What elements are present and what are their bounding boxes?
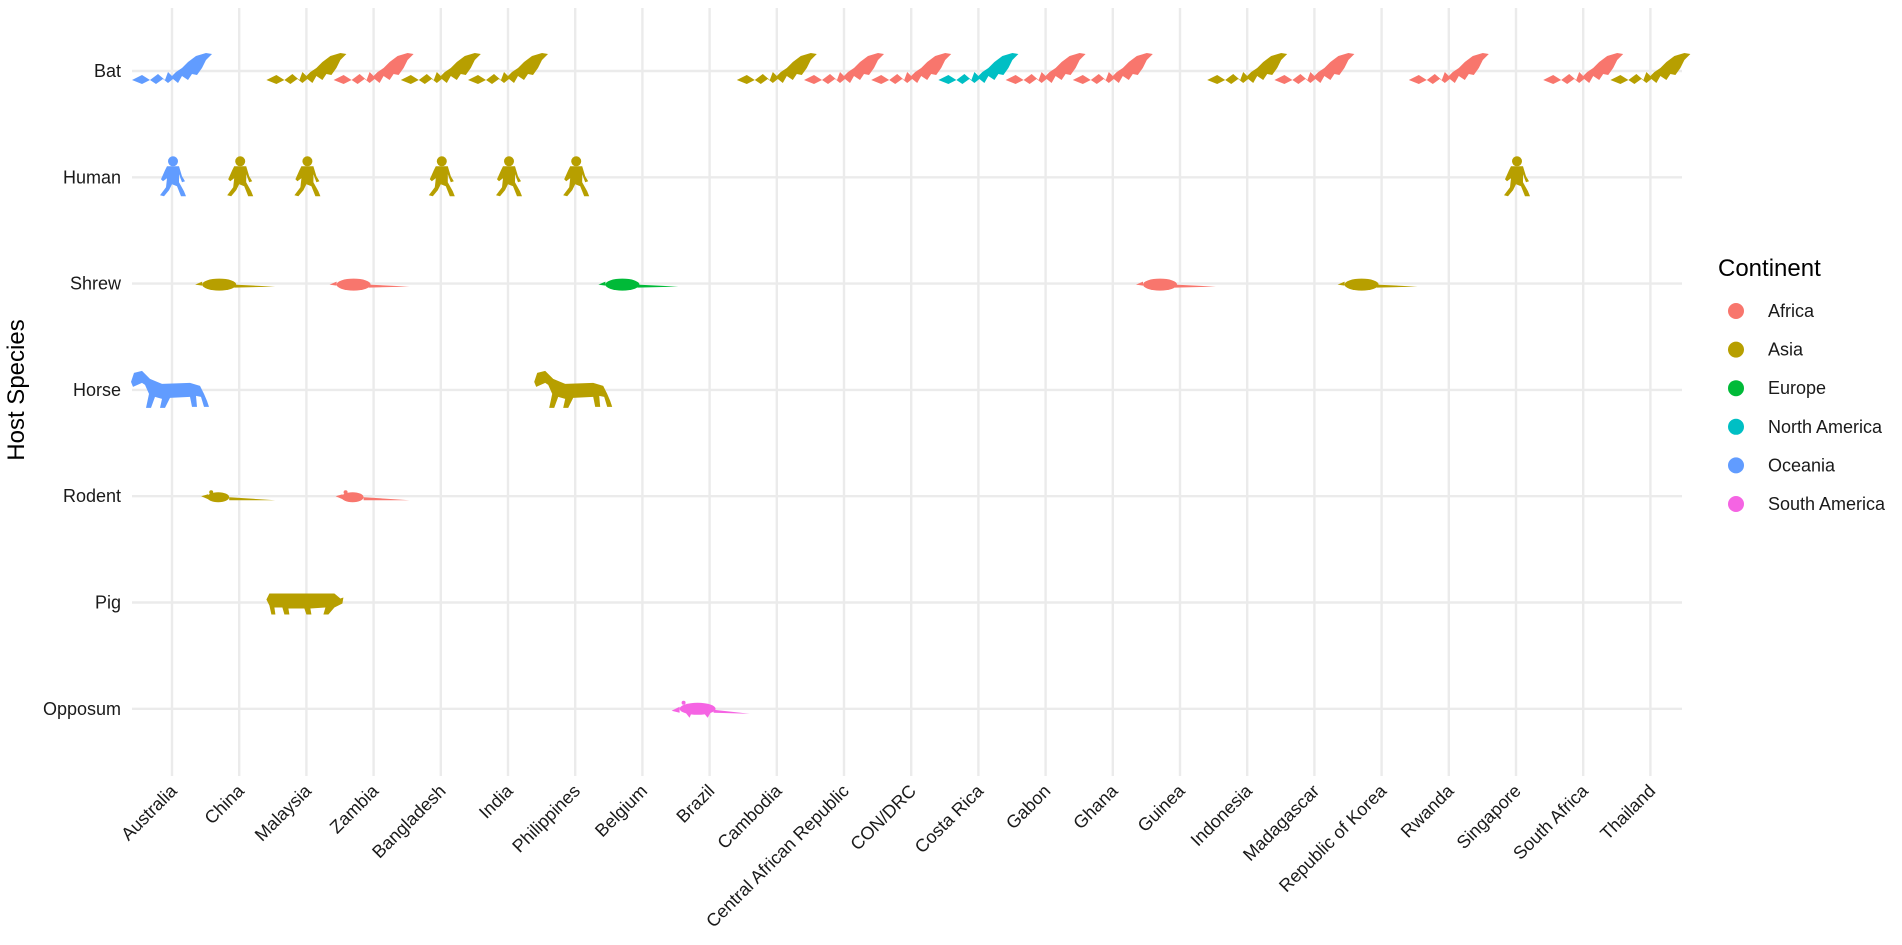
x-tick-label-zambia: Zambia [326,780,383,837]
point-rodent-zambia [335,490,410,503]
point-opposum-brazil [671,700,750,718]
point-bat-australia [132,53,212,84]
x-tick-label-costa-rica: Costa Rica [911,780,988,857]
point-bat-malaysia [266,53,347,84]
x-tick-label-gabon: Gabon [1002,781,1054,833]
data-points [131,53,1691,718]
legend-label-asia: Asia [1768,340,1804,360]
legend-key-africa [1728,303,1744,319]
x-tick-label-belgium: Belgium [591,781,651,841]
point-shrew-zambia [329,278,410,291]
point-bat-zambia [333,53,414,84]
x-tick-label-india: India [475,780,517,822]
y-axis-title: Host Species [3,319,30,460]
legend-label-africa: Africa [1768,301,1815,321]
point-bat-central-african-republic [804,53,884,84]
point-shrew-guinea [1136,278,1216,291]
x-tick-label-rwanda: Rwanda [1397,780,1459,842]
point-bat-bangladesh [400,53,481,84]
y-tick-label-bat: Bat [94,61,121,81]
point-human-philippines [563,156,590,197]
x-tick-label-indonesia: Indonesia [1187,780,1257,850]
x-tick-label-guinea: Guinea [1134,780,1190,836]
point-bat-thailand [1610,53,1691,84]
point-human-singapore [1504,156,1530,197]
x-tick-label-central-african-republic: Central African Republic [702,781,853,932]
point-shrew-belgium [598,278,679,291]
legend-key-south-america [1728,496,1744,512]
point-pig-malaysia [266,593,344,615]
y-tick-label-shrew: Shrew [70,274,122,294]
point-bat-costa-rica [938,53,1019,84]
point-human-bangladesh [428,156,455,197]
legend-title: Continent [1718,255,1821,282]
x-tick-label-singapore: Singapore [1453,781,1525,853]
legend-label-south-america: South America [1768,494,1886,514]
x-tick-label-australia: Australia [117,780,181,844]
point-bat-cambodia [736,53,817,84]
point-bat-gabon [1005,53,1086,84]
x-tick-label-cambodia: Cambodia [713,780,786,853]
x-tick-label-thailand: Thailand [1596,781,1659,844]
point-horse-australia [131,370,209,408]
point-horse-philippines [534,370,613,408]
legend-label-oceania: Oceania [1768,455,1836,475]
x-tick-label-philippines: Philippines [508,781,584,857]
y-tick-label-opposum: Opposum [43,699,121,719]
point-human-india [496,156,522,197]
point-shrew-republic-of-korea [1337,278,1418,291]
x-tick-label-con-drc: CON/DRC [846,781,920,855]
point-bat-south-africa [1543,53,1624,84]
point-bat-india [468,53,548,84]
x-tick-label-china: China [201,780,249,828]
point-bat-rwanda [1408,53,1489,84]
y-tick-label-human: Human [63,167,121,187]
y-tick-label-pig: Pig [95,593,121,613]
x-tick-label-ghana: Ghana [1069,780,1122,833]
point-human-australia [160,156,186,197]
point-shrew-china [195,278,276,291]
grid-lines [132,8,1682,776]
legend-label-north-america: North America [1768,417,1883,437]
point-bat-indonesia [1207,53,1288,84]
point-rodent-china [201,490,276,503]
x-tick-label-malaysia: Malaysia [251,780,316,845]
y-tick-labels: Bat Human Shrew Horse Rodent Pig Opposum [43,61,122,719]
point-bat-con-drc [871,53,952,84]
point-bat-ghana [1072,53,1153,84]
legend-key-north-america [1728,418,1744,435]
legend-key-europe [1728,380,1744,397]
legend: Continent Africa Asia Europe North America O… [1718,255,1886,514]
point-human-malaysia [294,156,321,197]
x-tick-label-brazil: Brazil [672,781,718,827]
legend-label-europe: Europe [1768,378,1826,398]
legend-key-asia [1728,341,1744,358]
y-tick-label-horse: Horse [73,380,121,400]
legend-key-oceania [1728,457,1744,474]
point-human-china [227,156,254,197]
y-tick-label-rodent: Rodent [63,486,121,506]
point-bat-madagascar [1274,53,1355,84]
